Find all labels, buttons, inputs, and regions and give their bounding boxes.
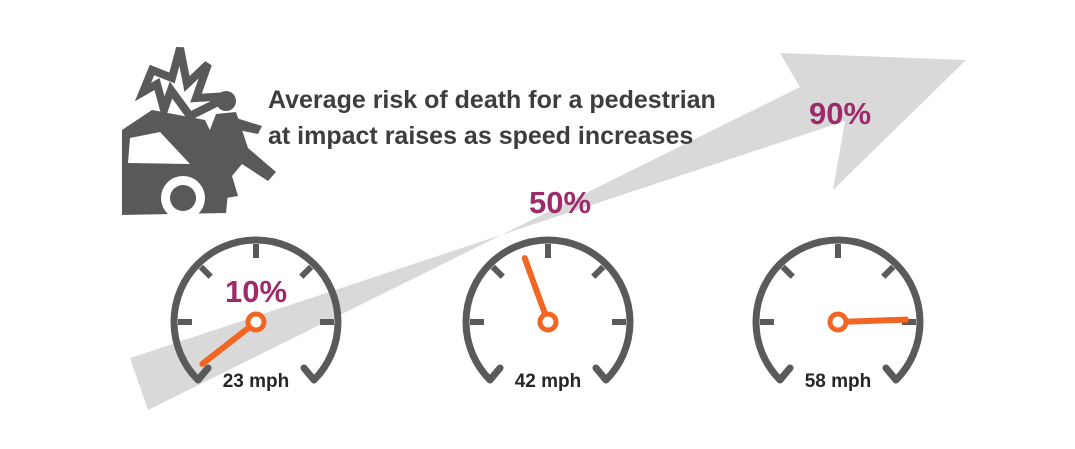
speed-label-23: 23 mph (223, 371, 290, 392)
percent-label-10: 10% (225, 274, 287, 309)
gauge-tick (198, 264, 213, 279)
gauge-tick (591, 264, 606, 279)
gauge-end-hook (592, 364, 610, 384)
gauge-needle (199, 319, 259, 367)
gauge-hub (537, 311, 559, 333)
gauge-hub (827, 311, 849, 333)
percent-label-90: 90% (809, 96, 871, 131)
gauge-tick (881, 264, 896, 279)
gauge-ring (170, 236, 342, 383)
car-pedestrian-collision-icon (122, 46, 276, 220)
speed-label-42: 42 mph (515, 371, 582, 392)
gauge-ring (462, 236, 634, 383)
gauge-end-hook (776, 364, 794, 384)
headline-line-2: at impact raises as speed increases (268, 122, 693, 150)
rising-risk-arrow (130, 53, 966, 410)
gauge-end-hook (300, 364, 318, 384)
speed-label-58: 58 mph (805, 371, 872, 392)
gauge-needle (835, 316, 909, 325)
speedometer-gauge (462, 236, 634, 384)
gauge-tick (490, 264, 505, 279)
gauge-end-hook (882, 364, 900, 384)
speedometer-gauge (170, 236, 342, 384)
gauge-hub (245, 311, 267, 333)
gauge-ring (752, 236, 924, 383)
gauge-end-hook (194, 364, 212, 384)
headline-line-1: Average risk of death for a pedestrian (268, 86, 716, 114)
percent-label-50: 50% (529, 185, 591, 220)
speedometer-gauge (752, 236, 924, 384)
gauge-end-hook (486, 364, 504, 384)
gauge-tick (780, 264, 795, 279)
gauge-needle (521, 255, 551, 325)
gauge-tick (299, 264, 314, 279)
